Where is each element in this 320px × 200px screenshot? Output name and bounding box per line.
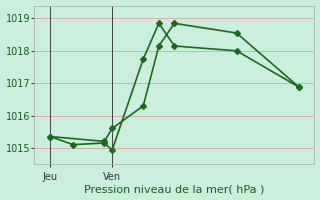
- X-axis label: Pression niveau de la mer( hPa ): Pression niveau de la mer( hPa ): [84, 184, 265, 194]
